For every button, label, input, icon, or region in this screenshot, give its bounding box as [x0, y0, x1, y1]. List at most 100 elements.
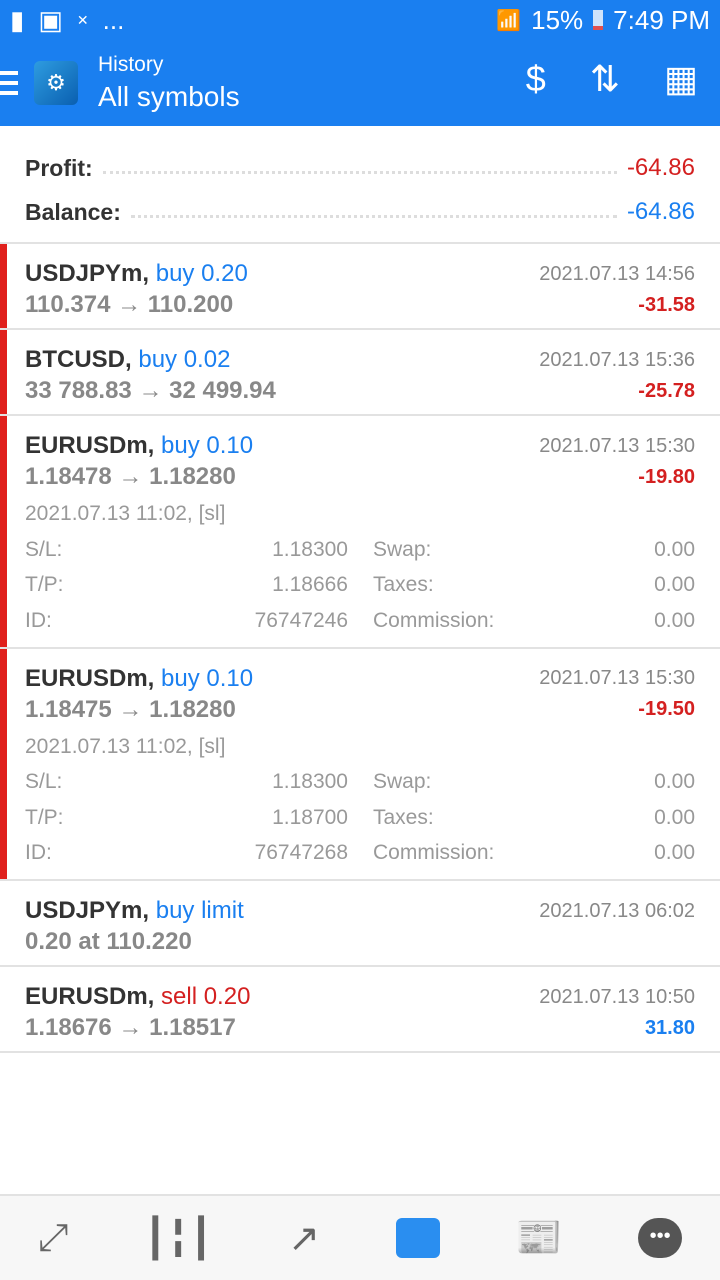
trade-side: sell 0.20 — [161, 983, 251, 1010]
trade-prices: 1.18475 → 1.18280 -19.50 — [25, 695, 695, 725]
trade-title: USDJPYm, buy 0.20 — [25, 260, 248, 288]
trade-prices: 0.20 at 110.220 — [25, 927, 695, 957]
trade-price: 0.20 at 110.220 — [25, 928, 192, 955]
gallery-icon: ▣ — [38, 4, 63, 35]
taxes-value: 0.00 — [654, 805, 695, 829]
app-notification-icon: ✕ — [76, 11, 89, 28]
trade-header: BTCUSD, buy 0.02 2021.07.13 15:36 — [25, 344, 695, 376]
menu-icon[interactable] — [0, 71, 18, 95]
swap-label: Swap: — [373, 770, 432, 794]
trade-header: USDJPYm, buy 0.20 2021.07.13 14:56 — [25, 258, 695, 290]
trade-profit: -19.50 — [638, 698, 695, 720]
commission-label: Commission: — [373, 841, 495, 865]
trade-details: 2021.07.13 11:02, [sl] S/L: 1.18300 Swap: 0.… — [25, 729, 695, 880]
trade-header: EURUSDm, buy 0.10 2021.07.13 15:30 — [25, 663, 695, 695]
app-logo: ⚙ — [34, 61, 78, 105]
chart-icon[interactable]: ┃╏┃ — [143, 1217, 213, 1260]
sl-value: 1.18300 — [272, 537, 348, 561]
taxes-label: Taxes: — [373, 805, 434, 829]
trade-header: EURUSDm, sell 0.20 2021.07.13 10:50 — [25, 981, 695, 1013]
trade-symbol: EURUSDm, — [25, 983, 155, 1010]
trade-row[interactable]: EURUSDm, buy 0.10 2021.07.13 15:30 1.18475… — [0, 648, 720, 881]
tp-label: T/P: — [25, 573, 64, 597]
trade-symbol: USDJPYm, — [25, 897, 150, 924]
sl-value: 1.18300 — [272, 770, 348, 794]
trade-price: 1.18475 → 1.18280 — [25, 695, 236, 723]
swap-label: Swap: — [373, 537, 432, 561]
commission-value: 0.00 — [654, 841, 695, 865]
details-grid: S/L: 1.18300 Swap: 0.00 T/P: 1.18666 Taxes: 0.0… — [25, 532, 695, 639]
wifi-icon: 📶 — [496, 9, 522, 32]
trade-title: EURUSDm, sell 0.20 — [25, 983, 250, 1011]
quotes-icon[interactable]: ⤢ — [37, 1216, 69, 1259]
trade-symbol: BTCUSD, — [25, 346, 132, 373]
battery-icon — [593, 10, 604, 30]
trade-details: 2021.07.13 11:02, [sl] S/L: 1.18300 Swap: 0.… — [25, 496, 695, 647]
balance-value: -64.86 — [626, 198, 695, 225]
trade-row[interactable]: USDJPYm, buy limit 2021.07.13 06:02 0.20 a… — [0, 881, 720, 967]
trade-list: USDJPYm, buy 0.20 2021.07.13 14:56 110.374… — [0, 244, 720, 1053]
history-icon[interactable] — [395, 1218, 440, 1258]
swap-value: 0.00 — [654, 770, 695, 794]
trade-row[interactable]: EURUSDm, buy 0.10 2021.07.13 15:30 1.18478… — [0, 416, 720, 649]
battery-alert-icon: ▮ — [10, 4, 25, 35]
trade-prices: 33 788.83 → 32 499.94 -25.78 — [25, 376, 695, 406]
id-label: ID: — [25, 841, 52, 865]
trade-profit: 31.80 — [644, 1016, 695, 1039]
trade-profit: -31.58 — [638, 293, 695, 316]
open-time: 2021.07.13 11:02, [sl] — [25, 734, 226, 758]
trade-side: buy 0.20 — [155, 260, 248, 287]
profit-value: -64.86 — [626, 154, 695, 181]
trade-side: buy 0.10 — [161, 432, 254, 459]
sort-icon[interactable]: ⇅ — [589, 58, 620, 99]
calendar-icon[interactable]: ▦ — [663, 58, 698, 99]
summary: Profit: -64.86 Balance: -64.86 — [0, 126, 720, 244]
symbol-filter[interactable]: All symbols — [98, 81, 240, 112]
balance-label: Balance: — [25, 198, 121, 225]
app-bar: ⚙ History All symbols $ ⇅ ▦ — [0, 40, 720, 126]
page-title: History — [98, 53, 164, 76]
trade-time: 2021.07.13 15:30 — [539, 667, 695, 689]
trade-title: EURUSDm, buy 0.10 — [25, 665, 253, 693]
trade-profit: -19.80 — [638, 465, 695, 488]
tp-value: 1.18700 — [272, 805, 348, 829]
news-icon[interactable]: 📰 — [515, 1217, 563, 1259]
trade-profit: -25.78 — [638, 379, 695, 402]
swap-value: 0.00 — [654, 537, 695, 561]
open-time: 2021.07.13 11:02, [sl] — [25, 502, 226, 525]
trade-header: USDJPYm, buy limit 2021.07.13 06:02 — [25, 895, 695, 927]
trade-icon[interactable]: ↗ — [288, 1217, 320, 1260]
trade-title: BTCUSD, buy 0.02 — [25, 346, 230, 374]
trade-side: buy limit — [155, 897, 244, 924]
tp-value: 1.18666 — [272, 573, 348, 597]
trade-row[interactable]: EURUSDm, sell 0.20 2021.07.13 10:50 1.1867… — [0, 967, 720, 1053]
trade-price: 1.18478 → 1.18280 — [25, 463, 236, 490]
commission-value: 0.00 — [654, 608, 695, 632]
trade-symbol: USDJPYm, — [25, 260, 150, 287]
profit-label: Profit: — [25, 154, 93, 181]
messages-icon[interactable]: ••• — [638, 1218, 683, 1258]
trade-time: 2021.07.13 15:36 — [539, 348, 695, 371]
trade-time: 2021.07.13 15:30 — [539, 434, 695, 457]
battery-percent: 15% — [531, 4, 584, 35]
trade-row[interactable]: BTCUSD, buy 0.02 2021.07.13 15:36 33 788.8… — [0, 330, 720, 416]
trade-side: buy 0.02 — [138, 346, 231, 373]
trade-prices: 110.374 → 110.200 -31.58 — [25, 290, 695, 320]
id-value: 76747246 — [254, 608, 348, 632]
sl-label: S/L: — [25, 537, 63, 561]
trade-side: buy 0.10 — [161, 664, 254, 692]
id-label: ID: — [25, 608, 52, 632]
trade-price: 110.374 → 110.200 — [25, 291, 234, 318]
trade-symbol: EURUSDm, — [25, 664, 155, 692]
status-bar: ▮ ▣ ✕ ... 📶 15% 7:49 PM — [0, 0, 720, 40]
trade-title: USDJPYm, buy limit — [25, 897, 244, 925]
details-grid: S/L: 1.18300 Swap: 0.00 T/P: 1.18700 Taxes: 0.0… — [25, 765, 695, 872]
currency-exchange-icon[interactable]: $ — [525, 58, 546, 99]
trade-header: EURUSDm, buy 0.10 2021.07.13 15:30 — [25, 430, 695, 462]
trade-row[interactable]: USDJPYm, buy 0.20 2021.07.13 14:56 110.374… — [0, 244, 720, 330]
commission-label: Commission: — [373, 608, 495, 632]
id-value: 76747268 — [254, 841, 348, 865]
trade-time: 2021.07.13 06:02 — [539, 899, 695, 922]
taxes-value: 0.00 — [654, 573, 695, 597]
trade-price: 33 788.83 → 32 499.94 — [25, 377, 276, 404]
